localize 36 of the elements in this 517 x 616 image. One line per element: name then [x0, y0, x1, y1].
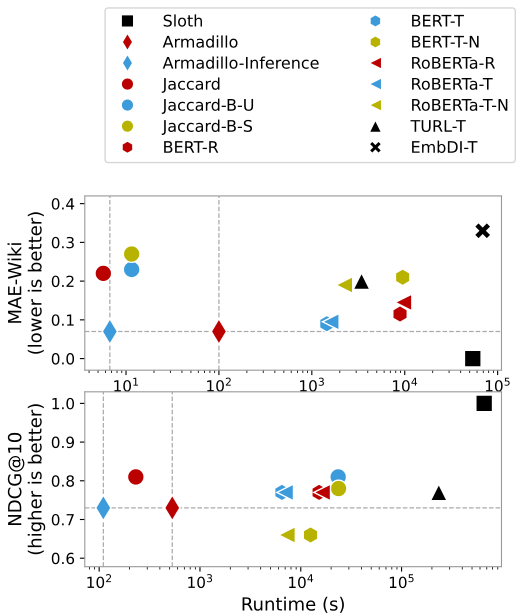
y-tick-label: 0.7 — [52, 514, 74, 526]
x-tick-label: 10$^{4}$ — [289, 574, 314, 588]
legend-label: RoBERTa-T-N — [412, 99, 508, 111]
x-tick-label: 10$^{1}$ — [114, 378, 138, 392]
y-tick-label: 0.1 — [52, 314, 74, 326]
y-tick-label: 0.9 — [52, 436, 74, 448]
x-tick-label: 10$^{5}$ — [486, 378, 510, 392]
legend-label: BERT-T-N — [412, 36, 479, 48]
legend-label: Jaccard — [162, 78, 220, 93]
x-tick-label: 10$^{3}$ — [300, 378, 324, 392]
legend-label: Jaccard-B-U — [162, 98, 254, 114]
legend-label: TURL-T — [410, 120, 466, 132]
legend-label: Jaccard-B-S — [162, 120, 252, 135]
y-tick-label: 0.8 — [52, 475, 74, 487]
x-tick-label: 10$^{3}$ — [188, 574, 212, 588]
x-tick-label: 10$^{4}$ — [392, 378, 418, 392]
legend-label: BERT-T — [412, 14, 464, 27]
legend-label: RoBERTa-T — [412, 78, 493, 90]
legend-label: RoBERTa-R — [412, 56, 495, 69]
y-tick-label: 0.0 — [52, 353, 74, 365]
x-tick-label: 10$^{5}$ — [390, 574, 414, 588]
y-axis-title: NDCG@10 (higher is better) — [8, 404, 46, 554]
x-axis-title: Runtime (s) — [242, 596, 344, 613]
y-axis-title: MAE-Wiki (lower is better) — [8, 212, 44, 354]
legend-label: Armadillo — [162, 35, 238, 48]
y-tick-label: 0.4 — [52, 198, 74, 210]
legend-label: Armadillo-Inference — [162, 56, 319, 69]
y-tick-label: 0.3 — [52, 236, 74, 248]
legend-label: BERT-R — [164, 141, 218, 153]
y-tick-label: 0.6 — [52, 552, 74, 564]
x-tick-label: 10$^{2}$ — [207, 378, 231, 392]
y-tick-label: 1.0 — [52, 398, 74, 410]
legend-label: Sloth — [164, 14, 202, 27]
y-tick-label: 0.2 — [52, 276, 74, 288]
legend-label: EmbDI-T — [412, 140, 478, 154]
x-tick-label: 10$^{2}$ — [87, 574, 112, 588]
